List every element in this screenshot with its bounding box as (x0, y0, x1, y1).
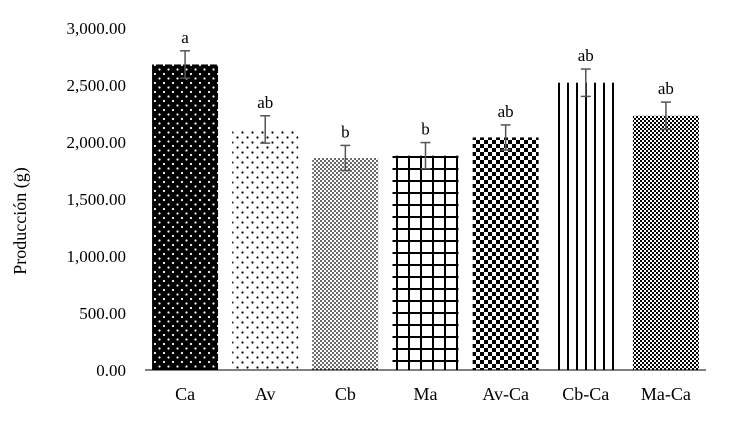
significance-label: ab (658, 79, 674, 98)
bar-ma (392, 155, 459, 370)
error-bar (500, 124, 511, 151)
significance-label: ab (257, 93, 273, 112)
y-tick-label: 2,500.00 (67, 76, 127, 95)
y-tick-label: 1,500.00 (67, 190, 127, 209)
error-bars (180, 50, 671, 172)
error-bar (340, 144, 351, 172)
bar-cb-ca (552, 82, 619, 370)
error-bar (420, 141, 431, 170)
y-tick-label: 1,000.00 (67, 247, 127, 266)
x-category-label: Cb (335, 384, 356, 404)
x-category-label: Ca (175, 384, 195, 404)
bar-av (232, 129, 299, 370)
x-category-label: Ma (414, 384, 438, 404)
significance-label: ab (578, 46, 594, 65)
bar-ca (152, 64, 219, 370)
significance-label: ab (498, 102, 514, 121)
significance-label: a (181, 28, 189, 47)
error-bar (580, 68, 591, 98)
y-tick-label: 0.00 (96, 361, 126, 380)
x-axis-category-labels: Ca Av Cb Ma Av-Ca Cb-Ca Ma-Ca (175, 384, 691, 404)
significance-label: b (421, 120, 430, 139)
significance-labels: a ab b b ab ab ab (181, 28, 674, 142)
x-category-label: Av-Ca (482, 384, 529, 404)
x-category-label: Av (255, 384, 276, 404)
error-bar (180, 50, 191, 79)
error-bar (660, 101, 671, 131)
bar-av-ca (472, 137, 539, 370)
significance-label: b (341, 122, 350, 141)
y-tick-label: 3,000.00 (67, 19, 127, 38)
bar-ma-ca (632, 115, 699, 370)
y-axis-ticks: 0.00 500.00 1,000.00 1,500.00 2,000.00 2,500.… (67, 19, 127, 380)
error-bar (260, 115, 271, 144)
y-axis-label: Producción (g) (10, 167, 31, 274)
y-tick-label: 500.00 (79, 304, 126, 323)
y-tick-label: 2,000.00 (67, 133, 127, 152)
bar-cb (312, 157, 379, 370)
bars (152, 64, 699, 370)
x-category-label: Ma-Ca (641, 384, 691, 404)
x-category-label: Cb-Ca (562, 384, 609, 404)
